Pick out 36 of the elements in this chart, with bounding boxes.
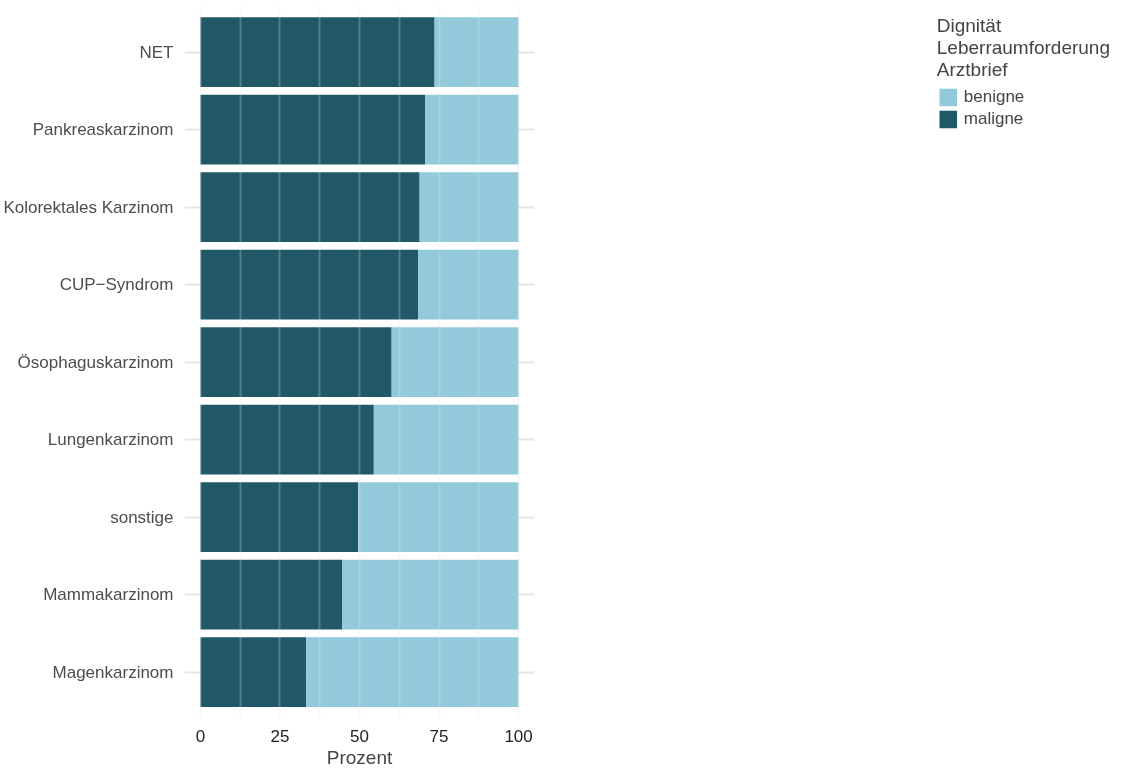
x-tick-label: 25 — [270, 726, 290, 746]
bar — [200, 637, 307, 707]
x-tick-label: 100 — [504, 726, 533, 746]
bar — [373, 404, 519, 475]
bar — [418, 249, 519, 320]
x-tick-label: 50 — [350, 726, 369, 746]
bar — [200, 172, 420, 242]
x-tick-label: 0 — [195, 726, 206, 746]
x-tick-label: 75 — [429, 726, 449, 746]
y-tick-label: Pankreaskarzinom — [32, 120, 174, 139]
bar — [200, 94, 426, 165]
bar — [358, 482, 519, 552]
bar — [391, 327, 519, 397]
y-tick-label: CUP−Syndrom — [59, 275, 174, 294]
y-tick-label: Mammakarzinom — [43, 585, 174, 604]
legend-label: maligne — [963, 109, 1024, 129]
x-axis-title: Prozent — [326, 746, 393, 768]
bar — [306, 637, 519, 707]
y-tick-label: Magenkarzinom — [52, 662, 174, 682]
bar — [200, 482, 359, 552]
bar — [200, 249, 419, 320]
y-tick-label: Lungenkarzinom — [47, 430, 174, 449]
y-tick-label: Ösophaguskarzinom — [17, 352, 174, 372]
bar — [342, 559, 519, 630]
y-tick-label: Kolorektales Karzinom — [3, 197, 174, 217]
legend-title: Dignität Leberraumforderung Arztbrief — [936, 15, 1110, 81]
bar — [419, 172, 519, 242]
bar — [200, 404, 374, 475]
bar — [434, 17, 519, 87]
bar — [200, 327, 392, 397]
bar — [200, 559, 342, 630]
bar — [425, 94, 519, 165]
y-tick-label: sonstige — [110, 507, 174, 527]
legend-label: benigne — [963, 87, 1025, 107]
y-tick-label: NET — [139, 42, 174, 62]
bar — [200, 17, 435, 87]
